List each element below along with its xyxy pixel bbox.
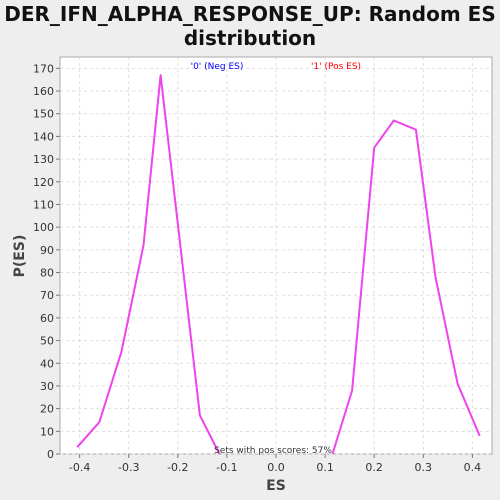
y-tick-label: 110 [33,198,54,211]
y-tick-label: 120 [33,176,54,189]
y-tick-label: 170 [33,62,54,75]
x-tick-label: 0.2 [365,461,383,474]
x-tick-label: 0.4 [464,461,482,474]
x-tick-label: -0.3 [118,461,139,474]
y-tick-label: 90 [40,244,54,257]
x-tick-label: 0.3 [415,461,433,474]
chart-title-line-2: distribution [183,26,317,50]
y-tick-label: 0 [47,448,54,461]
y-tick-label: 100 [33,221,54,234]
y-tick-label: 70 [40,289,54,302]
pos-scores-annotation: Sets with pos scores: 57% [214,446,332,456]
y-tick-label: 20 [40,403,54,416]
y-tick-label: 160 [33,85,54,98]
y-axis-title: P(ES) [12,235,28,278]
legend: '0' (Neg ES) '1' (Pos ES) [191,62,361,72]
x-tick-label: 0.0 [267,461,285,474]
x-tick-label: 0.1 [316,461,334,474]
y-tick-label: 40 [40,357,54,370]
y-tick-label: 150 [33,108,54,121]
x-tick-label: -0.4 [69,461,90,474]
y-tick-label: 140 [33,130,54,143]
x-axis-title: ES [266,478,286,494]
series-layer [76,74,481,455]
y-tick-label: 80 [40,267,54,280]
y-tick-label: 60 [40,312,54,325]
chart-title-line-1: DER_IFN_ALPHA_RESPONSE_UP: Random ES [4,2,496,26]
y-tick-label: 130 [33,153,54,166]
grid-layer [60,57,492,455]
series-line-1 [76,74,221,455]
series-line-2 [331,119,481,455]
y-axis: 0 10 20 30 40 50 60 70 80 90 100 110 120 130 140 150 160… [33,62,60,461]
x-tick-label: -0.2 [167,461,188,474]
y-tick-label: 50 [40,335,54,348]
y-tick-label: 10 [40,425,54,438]
legend-item-2: '1' (Pos ES) [311,62,361,72]
x-tick-label: -0.1 [216,461,237,474]
y-tick-label: 30 [40,380,54,393]
x-axis: -0.4 -0.3 -0.2 -0.1 0.0 0.1 0.2 0.3 0.4 [69,454,481,474]
chart-title: DER_IFN_ALPHA_RESPONSE_UP: Random ES dis… [0,2,500,50]
legend-item-1: '0' (Neg ES) [191,62,244,72]
